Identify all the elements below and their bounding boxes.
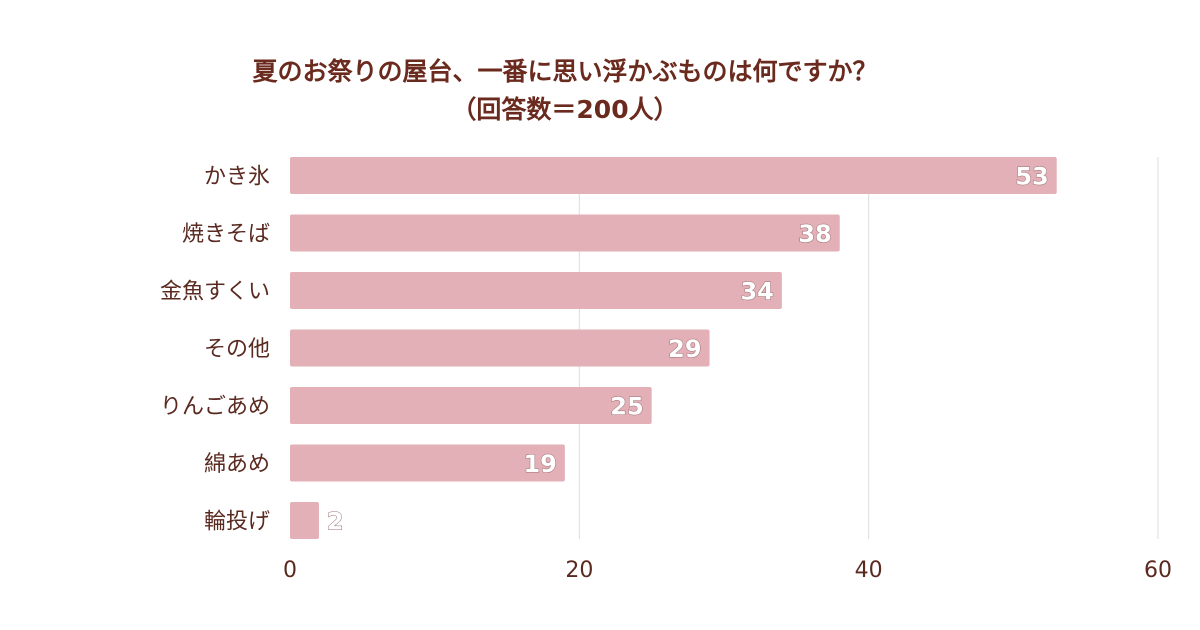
bar	[290, 387, 652, 424]
category-label: かき氷	[204, 165, 270, 190]
bar	[290, 157, 1057, 194]
chart-title: 夏のお祭りの屋台、一番に思い浮かぶものは何ですか？	[252, 57, 878, 86]
category-label: 綿あめ	[204, 452, 270, 477]
category-label: その他	[204, 337, 270, 362]
x-tick-label: 0	[283, 558, 297, 583]
x-tick-label: 20	[565, 558, 593, 583]
value-label: 34	[740, 278, 773, 306]
bar	[290, 214, 840, 252]
category-label: 焼きそば	[182, 222, 270, 247]
bar	[290, 329, 710, 367]
category-label: りんごあめ	[160, 395, 270, 420]
value-label: 29	[668, 335, 701, 363]
bar	[290, 444, 565, 482]
value-label: 19	[523, 450, 556, 478]
value-label: 25	[610, 393, 643, 421]
x-tick-label: 60	[1144, 558, 1172, 583]
value-label: 53	[1015, 163, 1048, 191]
category-label: 輪投げ	[204, 510, 270, 535]
value-label: 2	[327, 508, 344, 536]
bar	[290, 272, 782, 309]
category-label: 金魚すくい	[160, 280, 270, 305]
chart-subtitle: （回答数＝200人）	[451, 95, 679, 124]
x-tick-label: 40	[855, 558, 883, 583]
value-label: 38	[798, 220, 831, 248]
bar	[290, 502, 319, 539]
